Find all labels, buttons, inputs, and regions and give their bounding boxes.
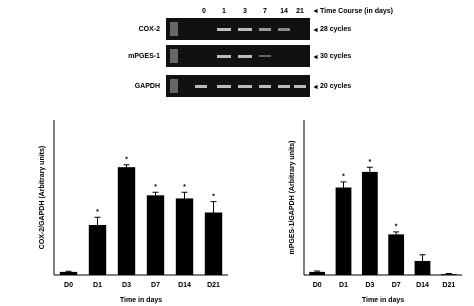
svg-text:◄: ◄	[312, 84, 319, 91]
bar	[361, 171, 378, 275]
svg-text:◄: ◄	[312, 54, 319, 61]
y-axis-label: COX-2/GAPDH (Arbitrary units)	[39, 146, 46, 249]
bar	[88, 225, 107, 275]
x-tick-label: D0	[313, 282, 322, 289]
x-tick-label: D3	[365, 282, 374, 289]
error-bar	[65, 270, 72, 272]
significance-marker: *	[183, 184, 186, 191]
error-bar	[210, 201, 217, 213]
x-tick-label: D1	[339, 282, 348, 289]
significance-marker: *	[342, 174, 345, 181]
error-bar	[419, 254, 426, 261]
x-axis-label: Time in days	[362, 297, 404, 304]
svg-text:◄: ◄	[312, 8, 319, 15]
error-bar	[94, 216, 101, 225]
arrows: ◄ ◄ ◄ ◄	[312, 8, 319, 91]
error-bar	[393, 231, 400, 235]
cycles-label: 30 cycles	[320, 53, 351, 60]
lane-label: 7	[263, 8, 267, 15]
bar	[204, 212, 223, 275]
bar	[309, 271, 326, 275]
lane-label: 14	[280, 8, 288, 15]
x-tick-label: D21	[442, 282, 455, 289]
x-tick-label: D14	[178, 282, 191, 289]
x-tick-label: D1	[93, 282, 102, 289]
x-axis-label: Time in days	[120, 297, 162, 304]
svg-text:◄: ◄	[312, 27, 319, 34]
bar	[388, 234, 405, 275]
cycles-label: 28 cycles	[320, 26, 351, 33]
error-bar	[445, 272, 452, 275]
significance-marker: *	[368, 159, 371, 166]
gene-label: COX-2	[139, 26, 161, 33]
error-bar	[314, 270, 321, 272]
error-bar	[152, 191, 159, 196]
time-label: Time Course (in days)	[320, 8, 393, 15]
x-tick-label: D21	[207, 282, 220, 289]
bar	[175, 198, 194, 275]
x-tick-label: D7	[151, 282, 160, 289]
lane-label: 0	[202, 8, 206, 15]
y-axis-label: mPGES-1/GAPDH (Arbitrary units)	[289, 141, 296, 255]
error-bar	[123, 164, 130, 168]
x-tick-label: D7	[392, 282, 401, 289]
significance-marker: *	[154, 184, 157, 191]
x-tick-label: D3	[122, 282, 131, 289]
error-bar	[181, 191, 188, 199]
x-tick-label: D14	[416, 282, 429, 289]
lane-label: 3	[243, 8, 247, 15]
bar	[146, 195, 165, 275]
bar	[335, 187, 352, 275]
bar	[440, 274, 457, 275]
significance-marker: *	[212, 193, 215, 200]
gene-label: mPGES-1	[128, 53, 160, 60]
bar	[414, 260, 431, 275]
error-bar	[340, 181, 347, 188]
lane-label: 21	[296, 8, 304, 15]
bar	[59, 271, 78, 275]
bar	[117, 167, 136, 275]
error-bar	[366, 166, 373, 172]
x-tick-label: D0	[64, 282, 73, 289]
cycles-label: 20 cycles	[320, 83, 351, 90]
gene-label: GAPDH	[135, 83, 160, 90]
significance-marker: *	[395, 224, 398, 231]
lane-label: 1	[222, 8, 226, 15]
significance-marker: *	[96, 209, 99, 216]
gel-bands	[170, 22, 306, 93]
significance-marker: *	[125, 157, 128, 164]
